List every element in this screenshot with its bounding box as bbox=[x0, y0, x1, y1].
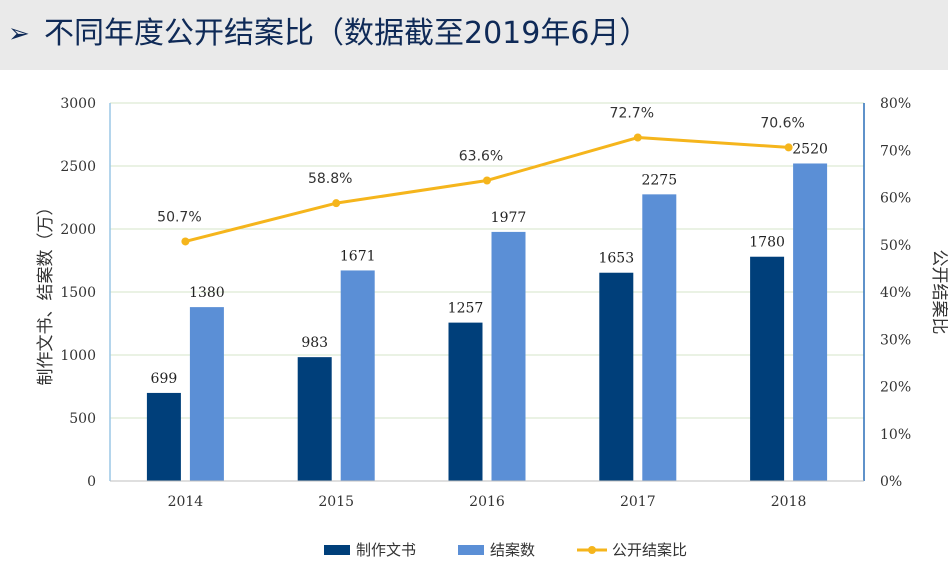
data-label-docs: 699 bbox=[151, 371, 178, 387]
bullet-arrow-icon: ➢ bbox=[8, 19, 30, 49]
y-right-tick-label: 0% bbox=[880, 474, 902, 490]
y-right-tick-label: 30% bbox=[880, 332, 911, 348]
ratio-point bbox=[332, 199, 341, 208]
legend-label-cases: 结案数 bbox=[490, 541, 535, 559]
data-labels: 699 1380 983 1671 1257 1977 1653 2275 1780 2520 50… bbox=[151, 105, 828, 386]
data-label-docs: 1653 bbox=[598, 251, 634, 267]
y-left-axis-title: 制作文书、结案数（万） bbox=[36, 199, 56, 386]
data-label-cases: 2520 bbox=[792, 141, 828, 157]
x-tick-label: 2017 bbox=[620, 494, 656, 510]
y-right-tick-label: 40% bbox=[880, 285, 911, 301]
ratio-line-series bbox=[181, 133, 793, 246]
legend-swatch-docs bbox=[324, 545, 350, 555]
legend-label-ratio: 公开结案比 bbox=[612, 541, 687, 559]
x-tick-label: 2015 bbox=[318, 494, 354, 510]
ratio-point bbox=[181, 237, 190, 246]
data-label-ratio: 50.7% bbox=[157, 209, 201, 225]
bar-cases bbox=[189, 307, 224, 481]
legend-swatch-cases bbox=[458, 545, 484, 555]
bar-docs bbox=[750, 256, 785, 481]
y-left-tick-label: 2000 bbox=[60, 222, 96, 238]
x-tick-label: 2014 bbox=[168, 494, 204, 510]
data-label-cases: 2275 bbox=[641, 172, 677, 188]
y-right-tick-label: 80% bbox=[880, 96, 911, 112]
data-label-cases: 1977 bbox=[491, 210, 527, 226]
bar-docs bbox=[146, 392, 181, 481]
bar-cases bbox=[793, 163, 828, 482]
combo-chart: 0 500 1000 1500 2000 2500 3000 0% 10% 20% 30% 40% 50… bbox=[36, 96, 948, 559]
legend-marker-ratio bbox=[588, 546, 596, 554]
axes bbox=[109, 103, 865, 482]
page-title: 不同年度公开结案比（数据截至2019年6月） bbox=[44, 16, 650, 51]
data-label-docs: 1257 bbox=[448, 301, 484, 317]
y-right-tick-label: 70% bbox=[880, 143, 911, 159]
data-label-docs: 1780 bbox=[749, 235, 785, 251]
y-left-tick-label: 3000 bbox=[60, 96, 96, 112]
ratio-point bbox=[633, 133, 642, 142]
tick-labels: 0 500 1000 1500 2000 2500 3000 0% 10% 20% 30% 40% 50… bbox=[60, 96, 911, 510]
bar-cases bbox=[491, 231, 526, 481]
data-label-cases: 1671 bbox=[340, 248, 376, 264]
data-label-ratio: 70.6% bbox=[760, 115, 804, 131]
legend-label-docs: 制作文书 bbox=[356, 541, 416, 559]
data-label-ratio: 58.8% bbox=[308, 171, 352, 187]
y-left-tick-label: 2500 bbox=[60, 159, 96, 175]
y-right-tick-label: 20% bbox=[880, 380, 911, 396]
bar-docs bbox=[297, 357, 332, 481]
x-tick-label: 2016 bbox=[469, 494, 505, 510]
bar-series bbox=[146, 163, 828, 482]
data-label-ratio: 63.6% bbox=[459, 148, 503, 164]
data-label-ratio: 72.7% bbox=[610, 105, 654, 121]
y-right-axis-title: 公开结案比 bbox=[929, 250, 948, 335]
bar-cases bbox=[642, 194, 677, 481]
y-left-tick-label: 500 bbox=[69, 411, 96, 427]
y-left-tick-label: 1500 bbox=[60, 285, 96, 301]
y-right-tick-label: 60% bbox=[880, 191, 911, 207]
data-label-docs: 983 bbox=[301, 335, 328, 351]
y-right-tick-label: 50% bbox=[880, 238, 911, 254]
x-tick-label: 2018 bbox=[771, 494, 807, 510]
bar-docs bbox=[448, 322, 483, 481]
bar-docs bbox=[599, 272, 634, 481]
ratio-point bbox=[784, 143, 793, 152]
header-bar: ➢ 不同年度公开结案比（数据截至2019年6月） bbox=[0, 0, 948, 70]
bar-cases bbox=[340, 270, 375, 481]
y-left-tick-label: 1000 bbox=[60, 348, 96, 364]
legend: 制作文书 结案数 公开结案比 bbox=[324, 541, 687, 559]
y-right-tick-label: 10% bbox=[880, 427, 911, 443]
y-left-tick-label: 0 bbox=[87, 474, 96, 490]
data-label-cases: 1380 bbox=[189, 285, 225, 301]
ratio-point bbox=[483, 176, 491, 185]
